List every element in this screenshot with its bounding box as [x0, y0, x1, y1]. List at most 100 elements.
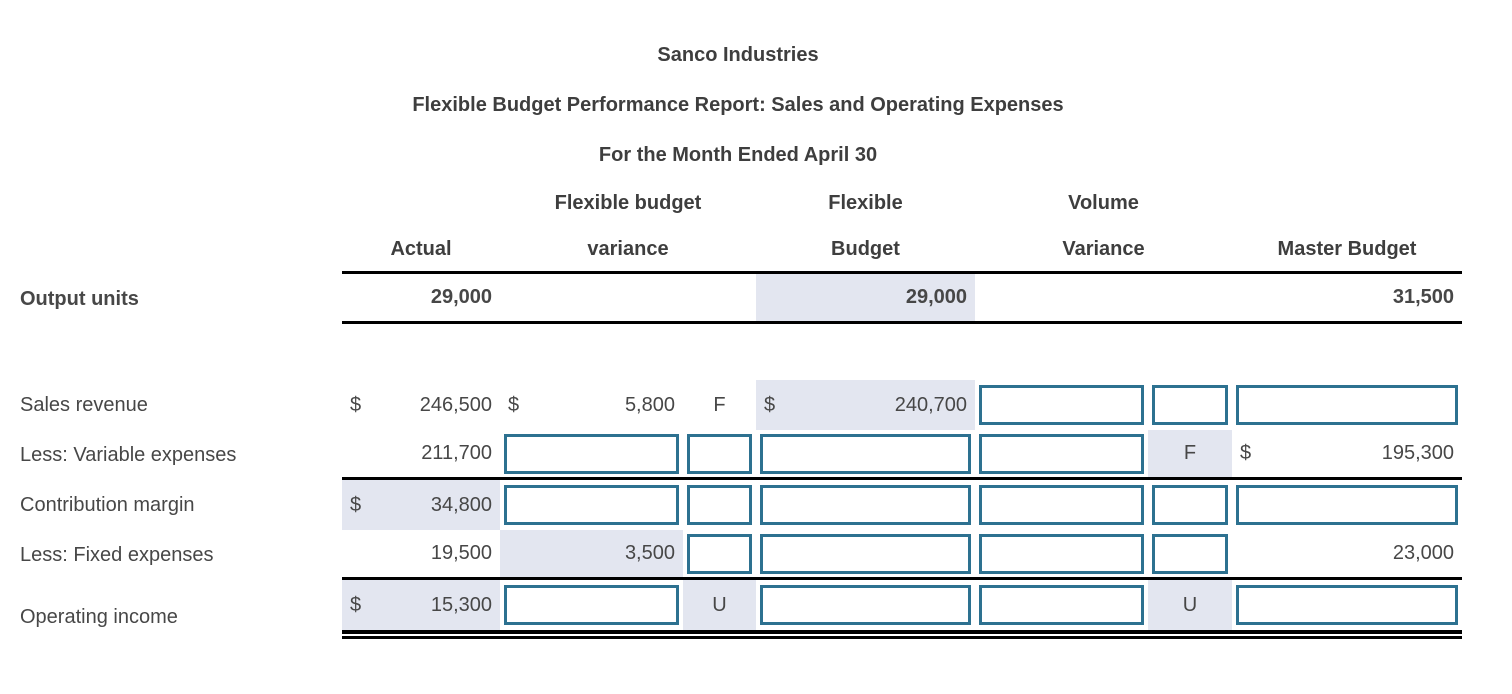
input-variable-expenses-variance-direction[interactable]: [687, 433, 752, 474]
cell-fixed-expenses-variance-direction: [683, 530, 756, 577]
cell-fixed-expenses-flexible-budget-variance: 3,500: [500, 530, 683, 577]
input-contribution-margin-flexible-budget[interactable]: [760, 485, 971, 525]
dollar-sign: $: [350, 593, 362, 616]
amount: 3,500: [624, 542, 675, 564]
input-operating-income-volume-variance[interactable]: [979, 585, 1144, 625]
input-contribution-margin-master-budget[interactable]: [1236, 485, 1458, 525]
cell-output-units-master-budget: 31,500: [1232, 274, 1462, 321]
cell-contribution-margin-volume-variance-direction: [1148, 480, 1232, 530]
cell-variable-expenses-flexible-budget-variance: [500, 430, 683, 477]
header-volume-variance-line1: Volume: [1068, 192, 1139, 214]
cell-output-units-volume-variance: [975, 274, 1148, 321]
row-label-output-units: Output units: [20, 287, 139, 310]
dollar-sign: $: [1240, 442, 1252, 464]
input-variable-expenses-flexible-budget[interactable]: [760, 433, 971, 474]
amount: 15,300: [430, 593, 492, 616]
cell-contribution-margin-flexible-budget-variance: [500, 480, 683, 530]
input-sales-revenue-master-budget[interactable]: [1236, 385, 1458, 425]
amount: 29,000: [430, 286, 492, 308]
amount: 246,500: [419, 393, 492, 416]
cell-variable-expenses-master-budget: $ 195,300: [1232, 430, 1462, 477]
header-master-budget-spacer: [1232, 180, 1462, 227]
input-fixed-expenses-volume-variance[interactable]: [979, 533, 1144, 574]
header-spacer: [0, 227, 342, 274]
dollar-sign: $: [508, 393, 520, 416]
amount: 5,800: [624, 393, 675, 416]
input-variable-expenses-flexible-budget-variance[interactable]: [504, 433, 679, 474]
cell-variable-expenses-volume-variance: [975, 430, 1148, 477]
favorable-indicator: F: [713, 393, 726, 416]
company-name: Sanco Industries: [657, 44, 819, 66]
spacer-row: [0, 324, 1512, 380]
header-flexible-budget-variance-line1: Flexible budget: [554, 192, 702, 214]
cell-output-units-actual: 29,000: [342, 274, 500, 321]
row-label-sales-revenue: Sales revenue: [20, 393, 148, 416]
cell-fixed-expenses-actual: 19,500: [342, 530, 500, 577]
row-label-text: Operating income: [20, 605, 178, 628]
input-variable-expenses-volume-variance[interactable]: [979, 433, 1144, 474]
cell-fixed-expenses-volume-variance-direction: [1148, 530, 1232, 577]
cell-operating-income-variance-direction: U: [683, 580, 756, 630]
input-fixed-expenses-flexible-budget[interactable]: [760, 533, 971, 574]
amount: 23,000: [1392, 542, 1454, 564]
input-contribution-margin-volume-variance-direction[interactable]: [1152, 485, 1228, 525]
cell-contribution-margin-master-budget: [1232, 480, 1462, 530]
amount: 29,000: [905, 286, 967, 308]
cell-sales-revenue-variance-direction: F: [683, 380, 756, 430]
input-fixed-expenses-volume-variance-direction[interactable]: [1152, 533, 1228, 574]
input-fixed-expenses-variance-direction[interactable]: [687, 533, 752, 574]
double-underline-rule: [342, 630, 1462, 639]
cell-sales-revenue-flexible-budget-variance: $ 5,800: [500, 380, 683, 430]
header-volume-variance-line2: Variance: [1062, 237, 1145, 260]
amount: 195,300: [1381, 442, 1454, 464]
cell-sales-revenue-actual: $ 246,500: [342, 380, 500, 430]
amount: 211,700: [421, 442, 492, 464]
cell-operating-income-volume-variance-direction: U: [1148, 580, 1232, 630]
header-actual: Actual: [390, 237, 452, 260]
cell-sales-revenue-master-budget: [1232, 380, 1462, 430]
row-label-operating-income: Operating income: [0, 580, 342, 630]
cell-sales-revenue-flexible-budget: $ 240,700: [756, 380, 975, 430]
input-operating-income-flexible-budget-variance[interactable]: [504, 585, 679, 625]
report-title: Flexible Budget Performance Report: Sale…: [412, 94, 1064, 116]
column-headers-line-1: Flexible budget Flexible Volume: [0, 180, 1512, 227]
cell-sales-revenue-volume-variance-direction: [1148, 380, 1232, 430]
favorable-indicator: F: [1183, 442, 1197, 464]
row-label-variable-expenses: Less: Variable expenses: [20, 443, 237, 466]
row-label-fixed-expenses: Less: Fixed expenses: [20, 543, 214, 566]
input-contribution-margin-flexible-budget-variance[interactable]: [504, 485, 679, 525]
input-operating-income-master-budget[interactable]: [1236, 585, 1458, 625]
cell-sales-revenue-volume-variance: [975, 380, 1148, 430]
header-flexible-budget-line1: Flexible: [828, 192, 903, 214]
input-operating-income-flexible-budget[interactable]: [760, 585, 971, 625]
table-row-variable-expenses: Less: Variable expenses 211,700 F $: [0, 430, 1512, 480]
unfavorable-indicator: U: [1182, 593, 1198, 616]
cell-variable-expenses-variance-direction: [683, 430, 756, 477]
cell-operating-income-flexible-budget: [756, 580, 975, 630]
header-master-budget: Master Budget: [1277, 237, 1417, 260]
flexible-budget-performance-report: Sanco Industries Flexible Budget Perform…: [0, 30, 1512, 639]
cell-variable-expenses-flexible-budget: [756, 430, 975, 477]
cell-contribution-margin-flexible-budget: [756, 480, 975, 530]
input-sales-revenue-volume-variance-direction[interactable]: [1152, 385, 1228, 425]
header-flexible-budget-line2: Budget: [831, 237, 900, 260]
cell-output-units-flexible-budget: 29,000: [756, 274, 975, 321]
report-header: Sanco Industries Flexible Budget Perform…: [0, 30, 1476, 180]
input-contribution-margin-volume-variance[interactable]: [979, 485, 1144, 525]
cell-output-units-volume-variance-direction: [1148, 274, 1232, 321]
cell-fixed-expenses-volume-variance: [975, 530, 1148, 577]
report-period: For the Month Ended April 30: [598, 144, 878, 166]
cell-operating-income-master-budget: [1232, 580, 1462, 630]
column-headers-line-2: Actual variance Budget Variance Master B…: [0, 227, 1512, 274]
header-spacer: [0, 180, 342, 227]
cell-fixed-expenses-flexible-budget: [756, 530, 975, 577]
input-contribution-margin-variance-direction[interactable]: [687, 485, 752, 525]
dollar-sign: $: [350, 393, 362, 416]
amount: 19,500: [430, 542, 492, 564]
table-row-fixed-expenses: Less: Fixed expenses 19,500 3,500 23,000: [0, 530, 1512, 580]
cell-contribution-margin-actual: $ 34,800: [342, 480, 500, 530]
table-row-output-units: Output units 29,000 29,000 31,500: [0, 274, 1512, 324]
table-row-contribution-margin: Contribution margin $ 34,800: [0, 480, 1512, 530]
input-sales-revenue-volume-variance[interactable]: [979, 385, 1144, 425]
row-label-contribution-margin: Contribution margin: [20, 493, 195, 516]
